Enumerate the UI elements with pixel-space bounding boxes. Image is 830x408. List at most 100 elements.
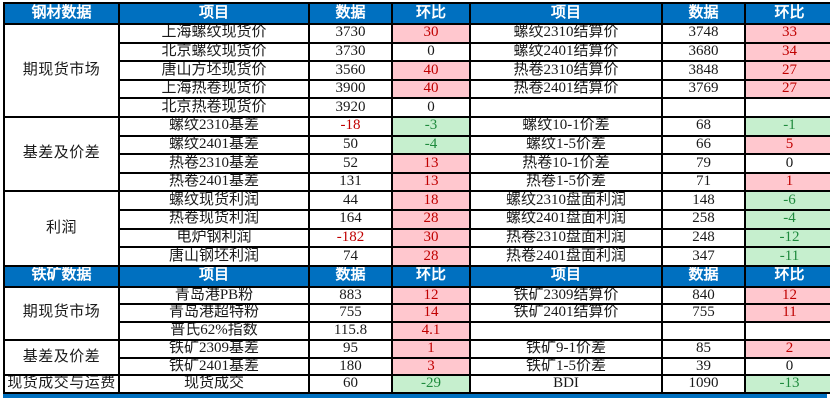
pct-cell: 4.1 [391,321,471,341]
category-cell: 期现货市场 [3,285,120,341]
pct-cell: 0 [744,356,830,377]
data-cell: 95 [308,338,393,359]
item-cell: 铁矿2309结算价 [469,285,663,306]
col-header-item: 项目 [118,264,310,288]
data-cell: -18 [308,115,393,137]
pct-cell: 40 [391,60,471,81]
pct-cell: 0 [391,41,471,63]
data-cell: 3920 [308,97,393,118]
data-cell: 3848 [661,60,746,81]
data-cell: 39 [661,356,746,377]
pct-cell: 3 [391,356,471,377]
pct-cell: 2 [744,338,830,359]
category-cell: 利润 [3,190,120,267]
pct-cell: 13 [391,171,471,193]
col-header-item: 项目 [118,2,310,25]
item-cell: 螺纹1-5价差 [469,134,663,156]
table-row: 利润 螺纹现货利润 44 18 螺纹2310盘面利润 148 -6 [3,190,830,267]
data-cell: 50 [308,134,393,156]
data-cell [661,321,746,341]
data-cell: 79 [661,153,746,174]
item-cell: 现货成交 [118,374,310,395]
col-header-pct: 环比 [744,264,830,288]
data-cell: 755 [661,303,746,324]
item-cell: 热卷1-5价差 [469,171,663,193]
pct-cell [744,97,830,118]
item-cell: 热卷2401盘面利润 [469,246,663,267]
item-cell: BDI [469,374,663,395]
category-cell: 现货成交与运费 [3,374,120,395]
col-header-data: 数据 [661,2,746,25]
data-cell: 248 [661,227,746,249]
pct-cell: -12 [744,227,830,249]
item-cell: 青岛港超特粉 [118,303,310,324]
pct-cell: -29 [391,374,471,395]
category-cell: 期现货市场 [3,23,120,118]
item-cell: 铁矿1-5价差 [469,356,663,377]
data-cell: 74 [308,246,393,267]
data-cell: 3900 [308,78,393,100]
pct-cell [744,321,830,341]
item-cell: 热卷2310盘面利润 [469,227,663,249]
data-cell: 3748 [661,23,746,44]
data-cell: 52 [308,153,393,174]
col-header-pct: 环比 [391,264,471,288]
data-cell: 148 [661,190,746,211]
item-cell: 上海螺纹现货价 [118,23,310,44]
item-cell [469,97,663,118]
pct-cell: 28 [391,246,471,267]
bottom-accent-bar [3,394,827,399]
pct-cell: 1 [744,171,830,193]
pct-cell: 34 [744,41,830,63]
pct-cell: -4 [391,134,471,156]
table-row: 青岛港超特粉 755 14 铁矿2401结算价 755 11 [4,303,830,324]
pct-cell: 5 [744,134,830,156]
item-cell: 热卷2401结算价 [469,78,663,100]
data-cell: 258 [661,208,746,230]
data-cell: 71 [661,171,746,193]
pct-cell: 27 [744,60,830,81]
data-cell: 164 [308,208,393,230]
section-title-cell: 钢材数据 [3,2,120,25]
col-header-data: 数据 [661,264,746,288]
data-cell: 60 [308,374,393,395]
data-cell: 883 [308,285,393,306]
table-row: 普氏62%指数 115.8 4.1 [4,321,830,341]
item-cell: 热卷10-1价差 [469,153,663,174]
section-header-row: 铁矿数据 项目 数据 环比 项目 数据 环比 [3,264,830,288]
item-cell: 螺纹2401盘面利润 [469,208,663,230]
item-cell: 螺纹10-1价差 [469,115,663,137]
item-cell: 北京热卷现货价 [118,97,310,118]
table-row: 唐山钢坯利润 74 28 热卷2401盘面利润 347 -11 [4,246,830,267]
data-cell: 44 [308,190,393,211]
data-cell: 3730 [308,23,393,44]
pct-cell: 30 [391,23,471,44]
item-cell: 上海热卷现货价 [118,78,310,100]
item-cell: 螺纹2401基差 [118,134,310,156]
pct-cell: 0 [391,97,471,118]
data-cell: 840 [661,285,746,306]
data-cell: 347 [661,246,746,267]
pct-cell: 14 [391,303,471,324]
steel-iron-data-table: 钢材数据 项目 数据 环比 项目 数据 环比 期现货市场 上海螺纹现货价 3730 30 螺纹2310… [3,2,830,395]
item-cell: 螺纹2401结算价 [469,41,663,63]
item-cell: 电炉钢利润 [118,227,310,249]
category-cell: 基差及价差 [3,338,120,377]
data-cell: 3730 [308,41,393,63]
section-title-cell: 铁矿数据 [3,264,120,288]
section-header-row: 钢材数据 项目 数据 环比 项目 数据 环比 [3,2,830,25]
table-row: 热卷2401基差 131 13 热卷1-5价差 71 1 [4,171,830,193]
data-cell: 85 [661,338,746,359]
table-row: 铁矿2401基差 180 3 铁矿1-5价差 39 0 [4,356,830,377]
pct-cell: 12 [391,285,471,306]
pct-cell: -3 [391,115,471,137]
pct-cell: -6 [744,190,830,211]
table-row: 上海热卷现货价 3900 40 热卷2401结算价 3769 27 [4,78,830,100]
item-cell: 普氏62%指数 [118,321,310,341]
table-row: 唐山方坯现货价 3560 40 热卷2310结算价 3848 27 [4,60,830,81]
col-header-data: 数据 [308,2,393,25]
data-cell: 131 [308,171,393,193]
item-cell: 铁矿2401基差 [118,356,310,377]
item-cell: 唐山钢坯利润 [118,246,310,267]
item-cell: 螺纹现货利润 [118,190,310,211]
